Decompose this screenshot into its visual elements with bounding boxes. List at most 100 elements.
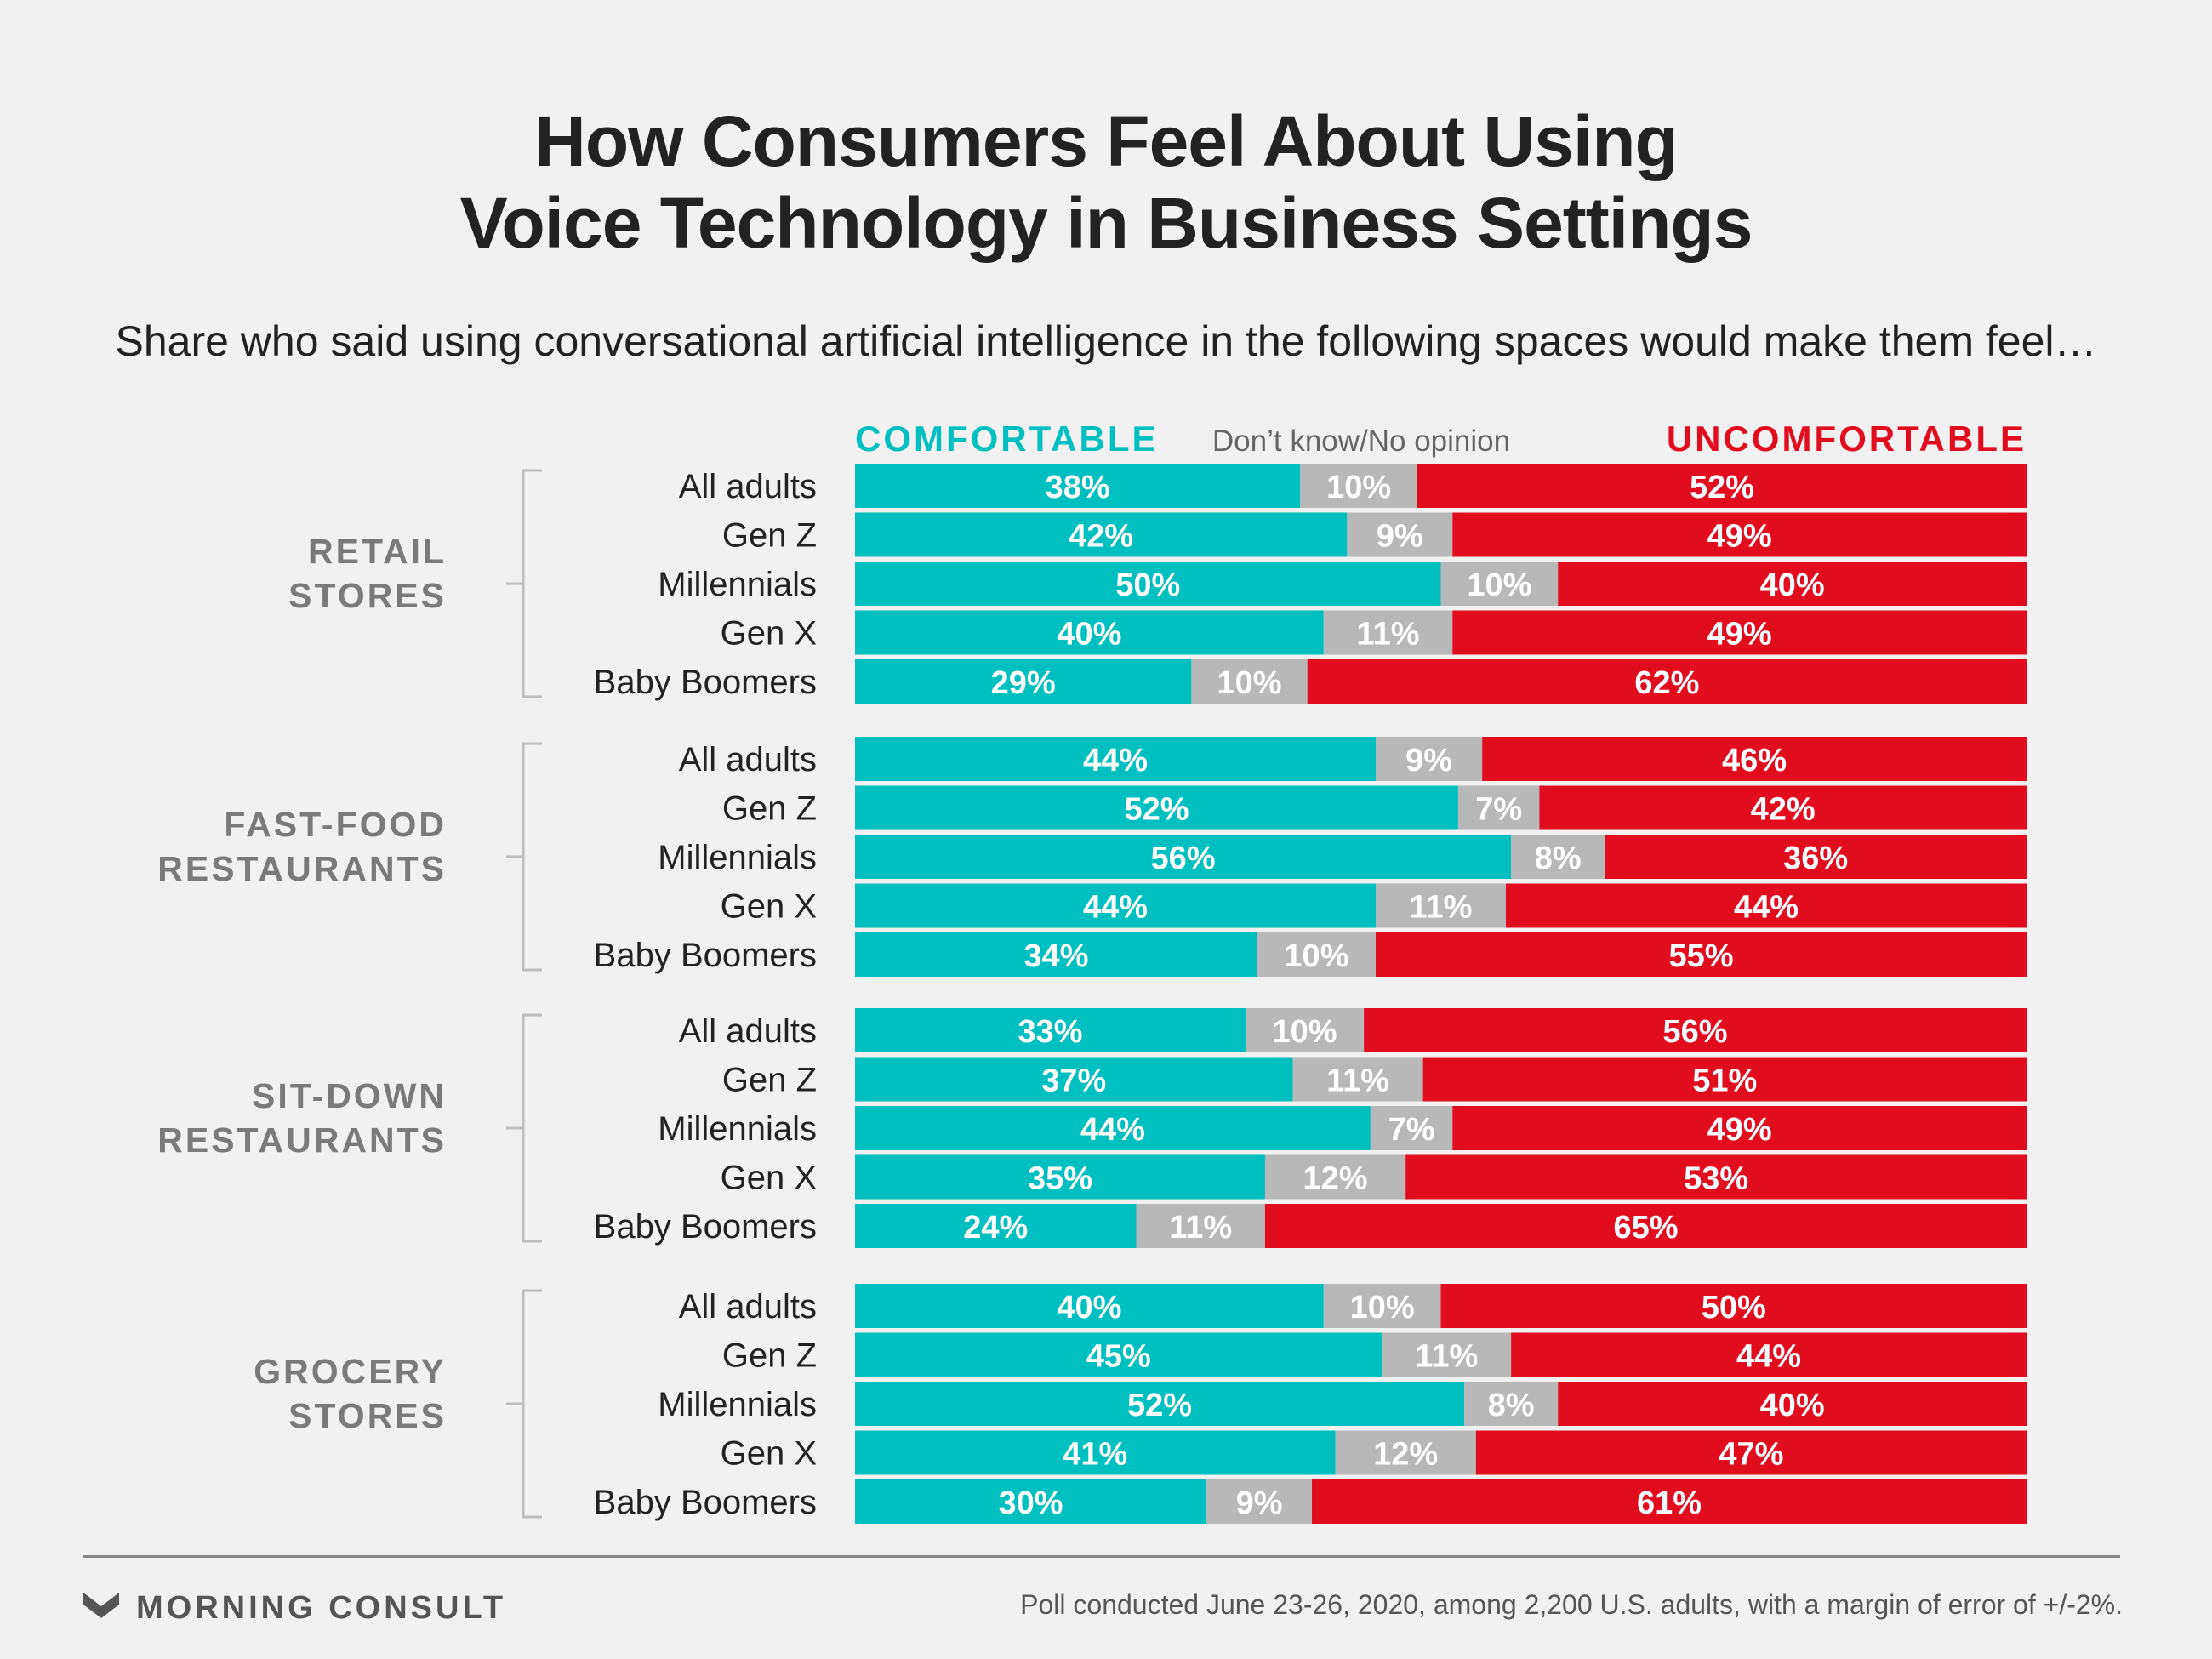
row-label: Baby Boomers [594, 1484, 817, 1521]
data-label: 56% [1663, 1014, 1728, 1050]
bar-comfortable [855, 1382, 1465, 1426]
data-label: 51% [1692, 1063, 1757, 1099]
bar-uncomfortable [1452, 1106, 2027, 1150]
row-label: Baby Boomers [594, 1208, 817, 1246]
data-label: 65% [1613, 1210, 1678, 1246]
row-label: Millennials [658, 566, 817, 603]
row-label: All adults [679, 741, 817, 778]
data-label: 45% [1086, 1339, 1151, 1375]
group-label: SIT-DOWN [252, 1076, 447, 1115]
chart-subtitle: Share who said using conversational arti… [115, 317, 2097, 365]
bar-comfortable [855, 1008, 1246, 1052]
bar-neutral [1323, 610, 1453, 655]
bar-uncomfortable [1364, 1008, 2027, 1052]
bar-uncomfortable [1440, 1284, 2027, 1328]
bar-uncomfortable [1312, 1479, 2027, 1524]
data-label: 49% [1707, 1112, 1772, 1148]
data-label: 61% [1637, 1485, 1702, 1521]
bar-neutral [1136, 1204, 1265, 1248]
data-label: 55% [1668, 938, 1733, 974]
bar-comfortable [855, 512, 1348, 557]
data-label: 12% [1373, 1437, 1438, 1473]
data-label: 42% [1751, 792, 1816, 828]
bar-comfortable [855, 464, 1301, 508]
data-label: 11% [1326, 1063, 1389, 1099]
data-label: 8% [1535, 841, 1582, 876]
bar-comfortable [855, 883, 1376, 928]
bar-uncomfortable [1376, 932, 2027, 977]
row-label: Millennials [658, 1110, 817, 1148]
row-label: Gen X [721, 1435, 817, 1473]
group-label: RESTAURANTS [157, 849, 447, 888]
group-bracket [506, 742, 542, 972]
data-label: 49% [1707, 519, 1772, 555]
bar-comfortable [855, 1284, 1324, 1328]
bar-comfortable [855, 1154, 1265, 1200]
row-label: Gen Z [722, 790, 817, 828]
bar-uncomfortable [1511, 1332, 2027, 1377]
bar-neutral [1464, 1382, 1559, 1426]
row-label: Millennials [658, 1386, 817, 1423]
bar-uncomfortable [1475, 1430, 2027, 1475]
data-label: 38% [1046, 470, 1110, 505]
bar-uncomfortable [1452, 610, 2027, 655]
bar-neutral [1335, 1430, 1476, 1475]
data-label: 36% [1783, 841, 1848, 876]
bar-uncomfortable [1307, 659, 2027, 704]
bar-comfortable [855, 659, 1192, 704]
bar-neutral [1370, 1106, 1453, 1150]
bar-neutral [1457, 785, 1540, 830]
group-label: RESTAURANTS [157, 1120, 447, 1160]
legend-comfortable: COMFORTABLE [855, 419, 1159, 459]
data-label: 52% [1127, 1388, 1192, 1423]
bar-uncomfortable [1264, 1204, 2027, 1248]
bar-neutral [1376, 883, 1506, 928]
bar-uncomfortable [1605, 835, 2027, 879]
bar-neutral [1440, 562, 1559, 606]
row-label: All adults [679, 1012, 817, 1050]
bar-uncomfortable [1506, 883, 2027, 928]
chart-title-line-1: How Consumers Feel About Using [534, 101, 1679, 181]
data-label: 7% [1388, 1112, 1435, 1148]
data-label: 9% [1236, 1485, 1283, 1521]
data-label: 50% [1702, 1290, 1766, 1325]
bar-comfortable [855, 737, 1376, 781]
group-label: STORES [288, 1396, 447, 1435]
row-label: Baby Boomers [594, 937, 817, 974]
data-label: 62% [1634, 665, 1699, 701]
bar-uncomfortable [1452, 512, 2027, 557]
bar-comfortable [855, 562, 1441, 606]
bar-neutral [1382, 1332, 1512, 1377]
bar-neutral [1347, 512, 1453, 557]
chart-title-line-2: Voice Technology in Business Settings [459, 183, 1753, 263]
data-label: 10% [1326, 470, 1391, 505]
row-label: Baby Boomers [594, 664, 817, 701]
data-label: 49% [1707, 617, 1772, 653]
group-bracket [506, 469, 542, 698]
data-label: 40% [1760, 567, 1825, 603]
data-label: 10% [1467, 567, 1531, 603]
bar-comfortable [855, 785, 1458, 830]
bar-comfortable [855, 1332, 1382, 1377]
legend-neutral: Don’t know/No opinion [1212, 425, 1510, 458]
data-label: 7% [1475, 792, 1522, 828]
group-bracket [506, 1013, 542, 1243]
group-label: RETAIL [308, 532, 447, 571]
data-label: 34% [1023, 938, 1088, 974]
data-label: 11% [1410, 890, 1473, 926]
data-label: 56% [1151, 841, 1216, 876]
data-label: 42% [1069, 519, 1133, 555]
data-label: 9% [1405, 743, 1452, 778]
data-label: 24% [963, 1210, 1028, 1246]
data-label: 11% [1415, 1339, 1478, 1375]
bar-comfortable [855, 1204, 1137, 1248]
data-label: 50% [1115, 567, 1180, 603]
bar-uncomfortable [1405, 1154, 2027, 1200]
data-label: 29% [991, 665, 1056, 701]
row-label: All adults [679, 1288, 817, 1325]
footnote: Poll conducted June 23-26, 2020, among 2… [1020, 1589, 2123, 1620]
bar-comfortable [855, 610, 1324, 655]
bar-comfortable [855, 1479, 1207, 1524]
data-label: 46% [1722, 743, 1787, 778]
morning-consult-logo-icon [83, 1593, 119, 1618]
